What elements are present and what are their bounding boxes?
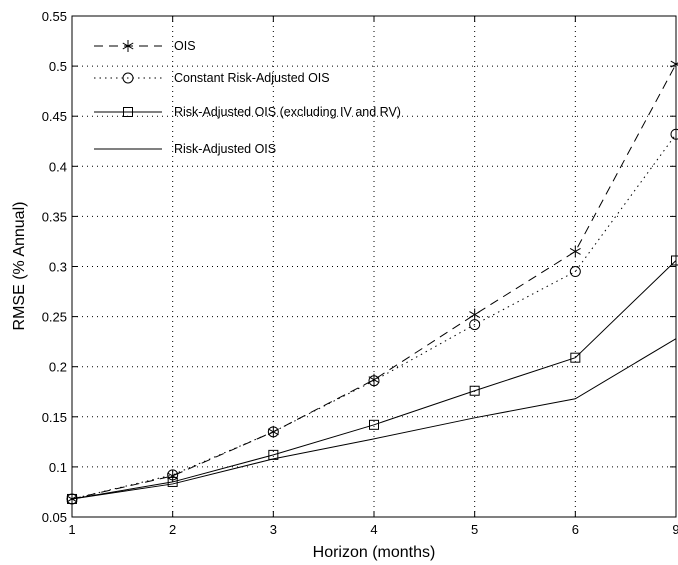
series-line	[71, 338, 677, 500]
legend-label: Risk-Adjusted OIS (excluding IV and RV)	[174, 105, 401, 119]
x-tick-label: 5	[471, 522, 478, 537]
x-tick-label: 1	[68, 522, 75, 537]
data-point-circle	[569, 266, 581, 278]
legend-label: Risk-Adjusted OIS	[174, 142, 276, 156]
data-point-asterisk	[670, 58, 678, 71]
data-point-circle	[368, 375, 380, 387]
grid-lines	[72, 16, 676, 517]
legend-label: Constant Risk-Adjusted OIS	[174, 71, 330, 85]
data-point-circle	[469, 319, 481, 331]
y-tick-label: 0.35	[42, 209, 67, 224]
y-axis-ticks: 0.05 0.1 0.15 0.2 0.25 0.3 0.35 0.4 0.45 0.5 0.55	[42, 9, 676, 525]
legend-label: OIS	[174, 39, 196, 53]
data-point-square	[369, 419, 379, 430]
data-point-circle	[167, 469, 179, 481]
y-tick-label: 0.2	[49, 360, 67, 375]
y-tick-label: 0.4	[49, 159, 67, 174]
y-tick-label: 0.45	[42, 109, 67, 124]
data-point-square	[167, 476, 178, 487]
y-tick-label: 0.5	[49, 59, 67, 74]
data-point-square	[671, 255, 678, 266]
x-tick-label: 2	[169, 522, 176, 537]
legend-entry-1: OIS	[94, 39, 196, 53]
data-point-asterisk	[469, 308, 481, 321]
legend-entry-4: Risk-Adjusted OIS	[94, 142, 276, 156]
x-tick-label: 6	[572, 522, 579, 537]
series-3	[67, 255, 678, 504]
legend-entry-3: Risk-Adjusted OIS (excluding IV and RV)	[94, 105, 401, 119]
data-point-asterisk	[569, 245, 581, 258]
series-line	[71, 260, 677, 500]
data-point-square	[570, 352, 581, 363]
data-point-circle	[122, 72, 134, 84]
y-tick-label: 0.15	[42, 410, 67, 425]
data-point-square	[123, 107, 133, 117]
legend: OIS Constant Risk-Adjusted OIS Risk-Adjust…	[94, 39, 401, 156]
x-tick-label: 4	[370, 522, 377, 537]
y-tick-label: 0.05	[42, 510, 67, 525]
x-axis-ticks: 1 2 3 4 5 6 9	[68, 16, 678, 537]
data-point-circle	[267, 426, 279, 438]
y-tick-label: 0.25	[42, 310, 67, 325]
data-point-square	[67, 493, 77, 504]
series-line	[71, 133, 677, 500]
series-layer	[66, 58, 678, 505]
y-tick-label: 0.1	[49, 460, 67, 475]
data-point-asterisk	[267, 425, 279, 438]
y-axis-label: RMSE (% Annual)	[11, 202, 28, 331]
legend-entry-2: Constant Risk-Adjusted OIS	[94, 71, 330, 85]
series-4	[71, 338, 677, 500]
y-tick-label: 0.3	[49, 260, 67, 275]
series-1	[66, 58, 678, 505]
data-point-circle	[670, 128, 678, 140]
x-tick-label: 9	[672, 522, 678, 537]
x-axis-label: Horizon (months)	[313, 544, 436, 561]
x-tick-label: 3	[270, 522, 277, 537]
data-point-asterisk	[122, 40, 134, 52]
data-point-square	[469, 385, 480, 396]
y-tick-label: 0.55	[42, 9, 67, 24]
